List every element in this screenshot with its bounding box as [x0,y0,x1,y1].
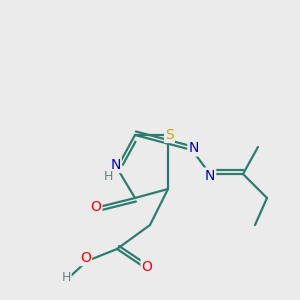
Text: S: S [165,128,174,142]
Text: O: O [80,251,91,265]
Text: O: O [142,260,152,274]
Text: O: O [91,200,101,214]
Text: N: N [205,169,215,182]
Text: H: H [103,170,113,184]
Text: N: N [110,158,121,172]
Text: H: H [61,271,71,284]
Text: N: N [188,142,199,155]
